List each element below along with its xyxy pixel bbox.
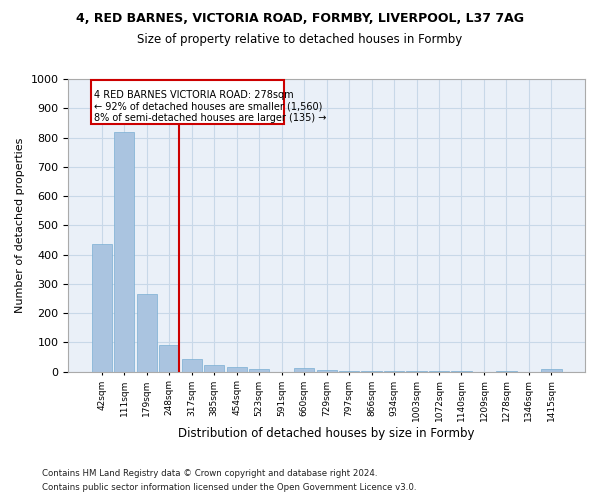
Bar xyxy=(249,370,269,372)
Y-axis label: Number of detached properties: Number of detached properties xyxy=(15,138,25,313)
Bar xyxy=(114,132,134,372)
Bar xyxy=(137,294,157,372)
Bar xyxy=(541,370,562,372)
Bar xyxy=(317,370,337,372)
Bar xyxy=(182,358,202,372)
Text: ← 92% of detached houses are smaller (1,560): ← 92% of detached houses are smaller (1,… xyxy=(94,102,322,112)
X-axis label: Distribution of detached houses by size in Formby: Distribution of detached houses by size … xyxy=(178,427,475,440)
Bar xyxy=(227,368,247,372)
Bar xyxy=(339,371,359,372)
FancyBboxPatch shape xyxy=(91,80,284,124)
Text: 4 RED BARNES VICTORIA ROAD: 278sqm: 4 RED BARNES VICTORIA ROAD: 278sqm xyxy=(94,90,293,100)
Bar xyxy=(294,368,314,372)
Text: Size of property relative to detached houses in Formby: Size of property relative to detached ho… xyxy=(137,32,463,46)
Bar xyxy=(204,365,224,372)
Text: Contains public sector information licensed under the Open Government Licence v3: Contains public sector information licen… xyxy=(42,484,416,492)
Bar xyxy=(159,345,179,372)
Bar xyxy=(92,244,112,372)
Text: 8% of semi-detached houses are larger (135) →: 8% of semi-detached houses are larger (1… xyxy=(94,113,326,123)
Text: 4, RED BARNES, VICTORIA ROAD, FORMBY, LIVERPOOL, L37 7AG: 4, RED BARNES, VICTORIA ROAD, FORMBY, LI… xyxy=(76,12,524,26)
Text: Contains HM Land Registry data © Crown copyright and database right 2024.: Contains HM Land Registry data © Crown c… xyxy=(42,468,377,477)
